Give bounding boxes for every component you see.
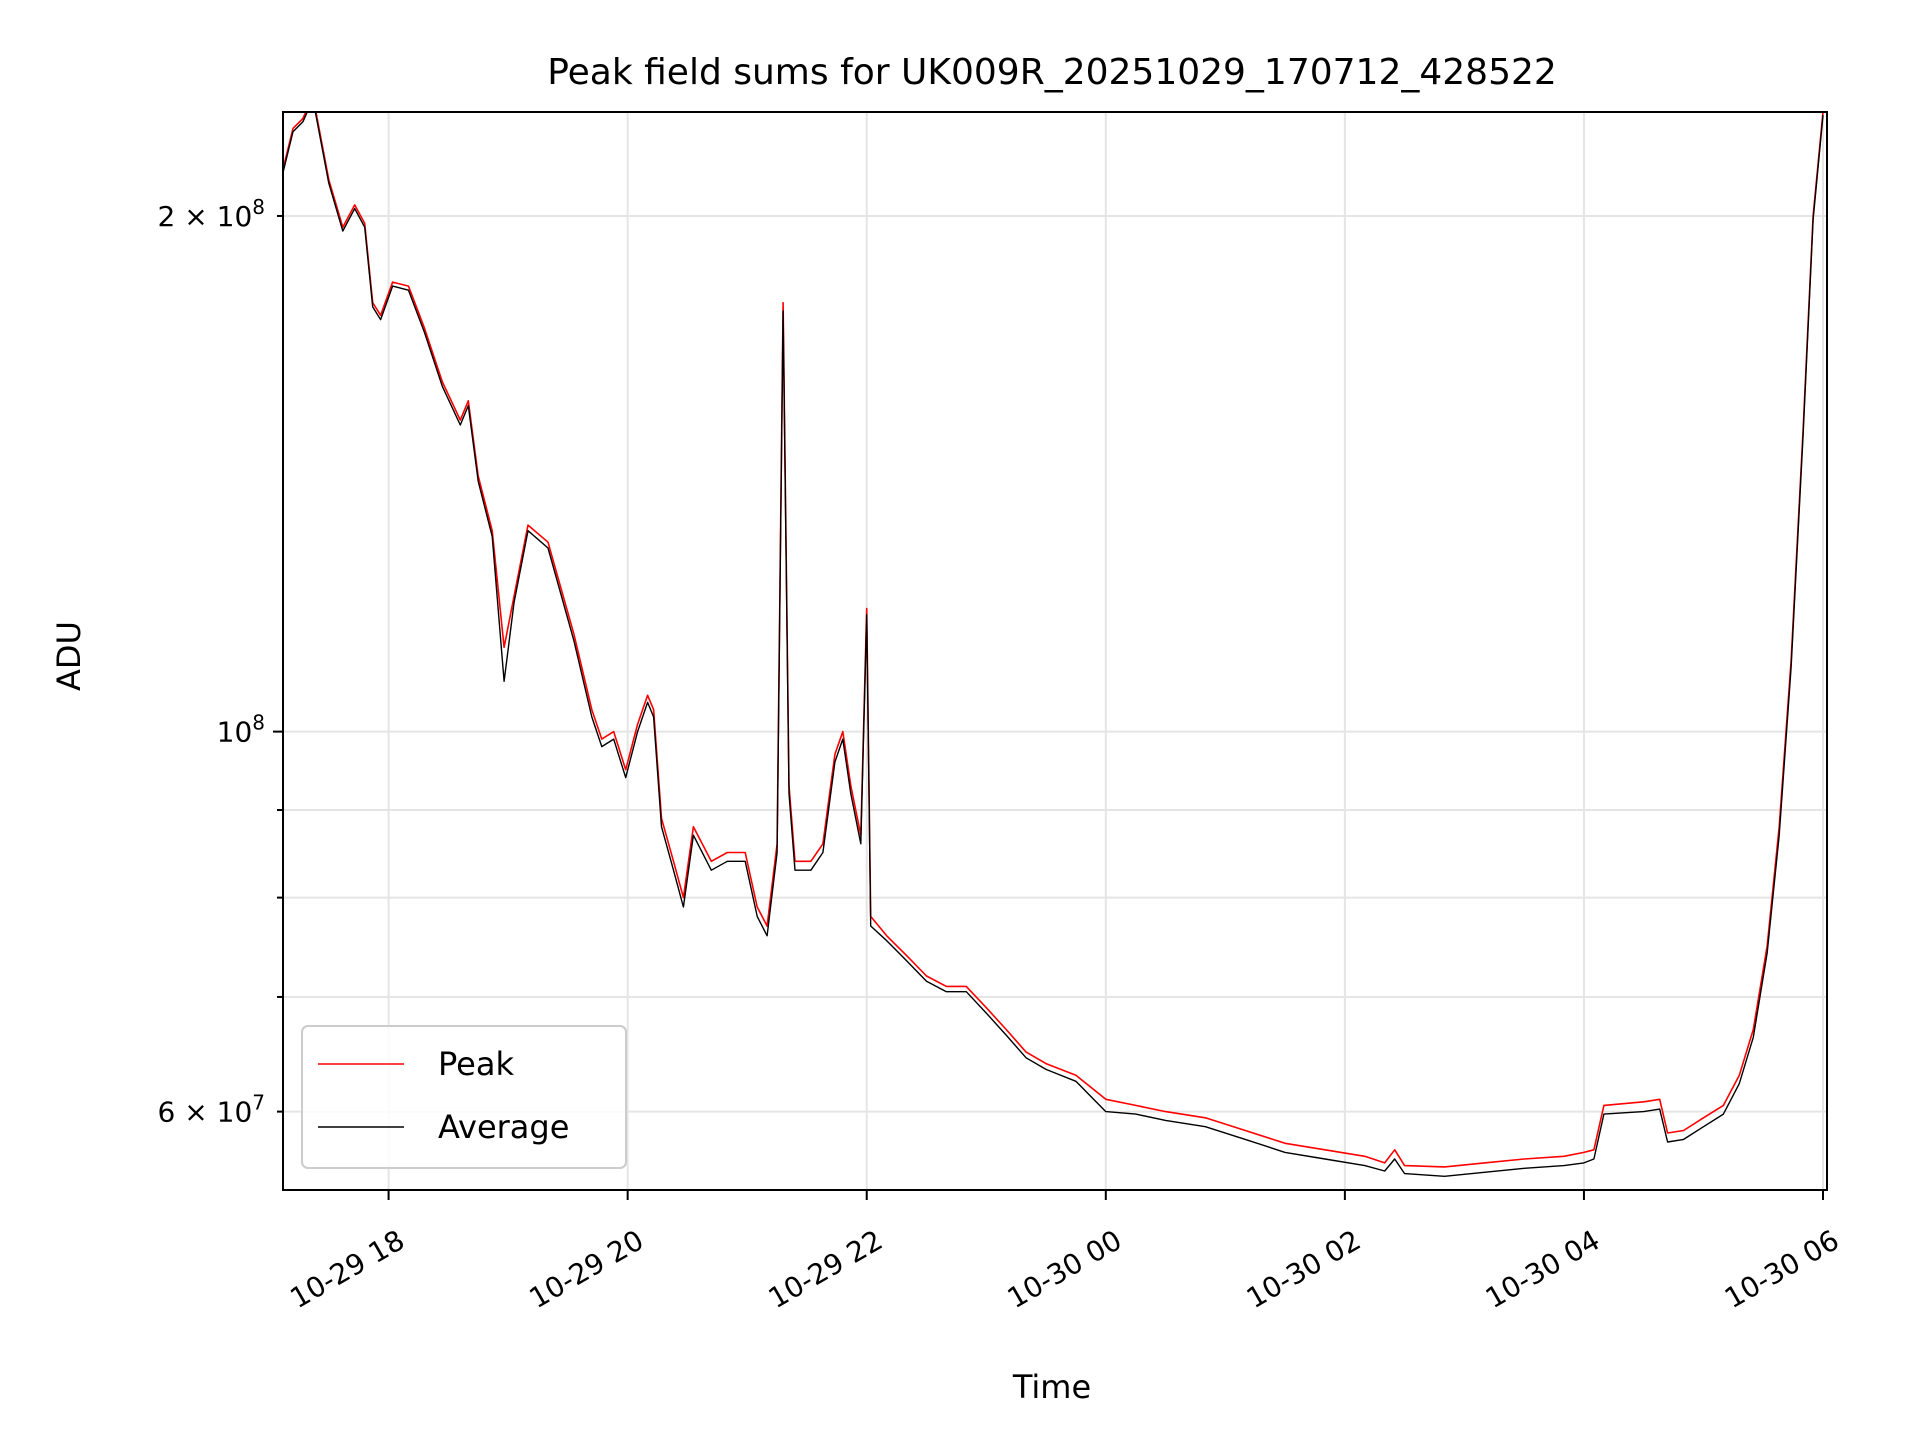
legend-label-average: Average <box>438 1108 569 1146</box>
y-tick-label: 108 <box>217 711 265 749</box>
y-tick-label-exponent: 7 <box>252 1091 265 1115</box>
y-axis-title: ADU <box>50 621 88 691</box>
y-tick-label: 2 × 108 <box>158 195 265 233</box>
y-tick-label: 6 × 107 <box>158 1091 265 1129</box>
legend: Peak Average <box>301 1025 627 1169</box>
x-axis-title: Time <box>1012 1368 1091 1406</box>
plot-frame <box>282 111 1828 1191</box>
y-tick-label-base: 2 × 10 <box>158 200 253 233</box>
series-line-average <box>283 112 1824 1177</box>
y-tick-label-exponent: 8 <box>252 711 265 735</box>
series-layer <box>283 112 1824 1177</box>
legend-label-peak: Peak <box>438 1045 514 1083</box>
chart-title: Peak field sums for UK009R_20251029_1707… <box>547 52 1557 93</box>
y-tick-label-exponent: 8 <box>252 195 265 219</box>
y-tick-label-base: 10 <box>217 716 253 749</box>
y-tick-label-base: 6 × 10 <box>158 1096 253 1129</box>
legend-box <box>301 1025 627 1169</box>
